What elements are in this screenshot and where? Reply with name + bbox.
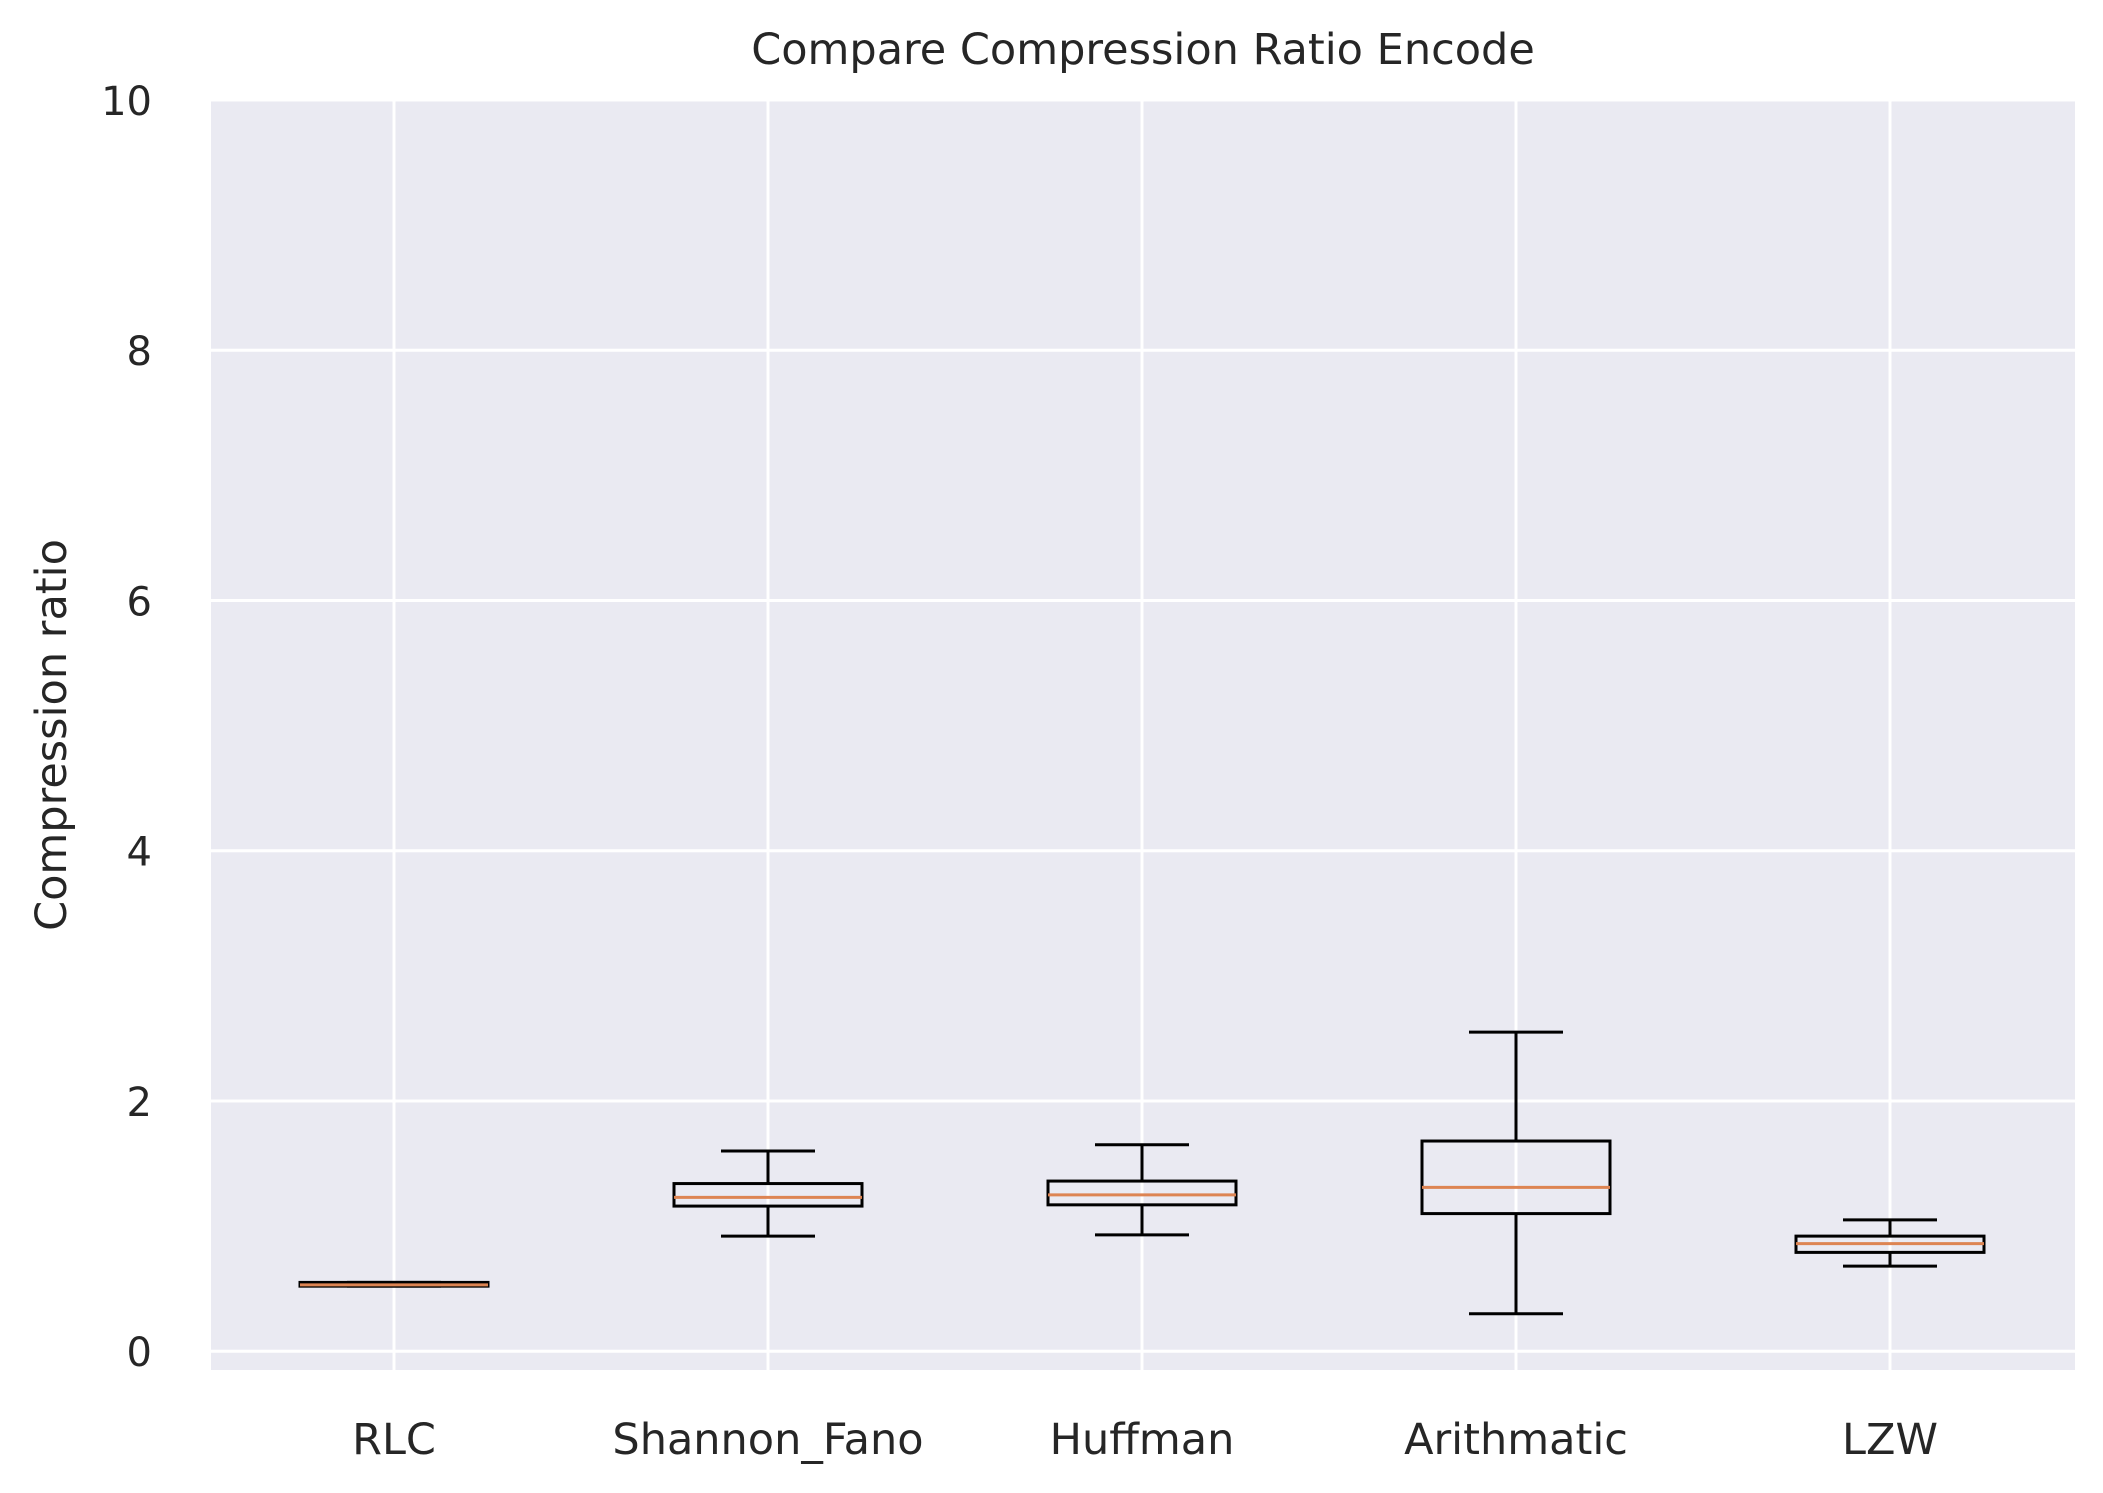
iqr-box [1420, 1139, 1612, 1216]
y-tick-label: 8 [127, 329, 152, 375]
y-tick-label: 10 [101, 79, 152, 125]
iqr-box [672, 1182, 864, 1208]
y-axis-label: Compression ratio [27, 539, 77, 931]
chart-title: Compare Compression Ratio Encode [751, 25, 1535, 75]
box-rlc [298, 1280, 490, 1288]
grid-lines [211, 98, 2075, 1370]
x-tick-label: LZW [1842, 1415, 1938, 1465]
x-tick-label: Shannon_Fano [612, 1415, 923, 1465]
box-lzw [1794, 1218, 1986, 1268]
x-tick-label: Huffman [1050, 1415, 1235, 1465]
box-shannon_fano [672, 1149, 864, 1238]
box-arithmatic [1420, 1030, 1612, 1316]
box-series [298, 1030, 1986, 1316]
x-tick-label: Arithmatic [1404, 1415, 1628, 1465]
x-tick-label: RLC [352, 1415, 436, 1465]
y-tick-label: 6 [127, 579, 152, 625]
y-tick-label: 4 [127, 830, 152, 876]
box-huffman [1046, 1143, 1238, 1237]
y-tick-label: 0 [127, 1330, 152, 1376]
y-tick-label: 2 [127, 1080, 152, 1126]
iqr-box [1046, 1179, 1238, 1207]
axis-ticks: 0 2 4 6 8 10 RLC Shannon_Fano Huffman Arithmatic L… [101, 79, 1938, 1465]
